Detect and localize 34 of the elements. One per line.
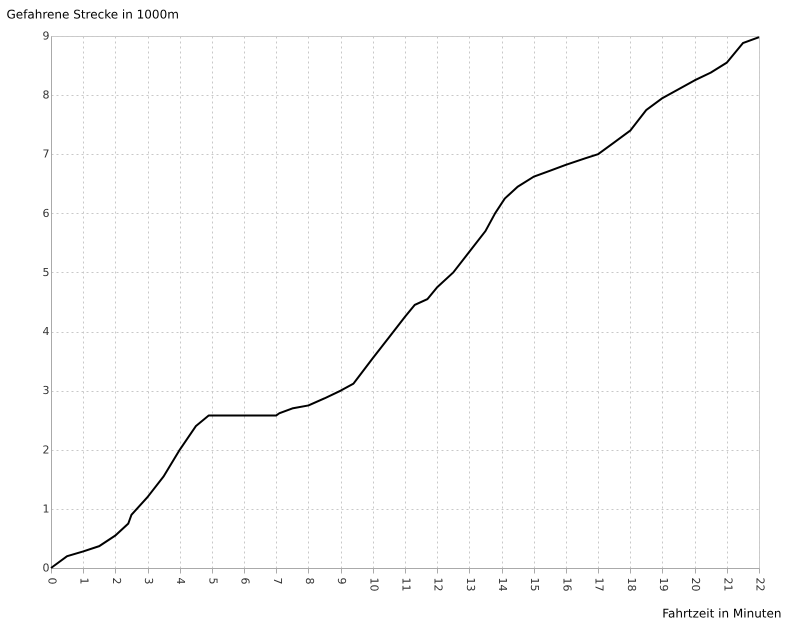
x-tick-label: 22 [754, 578, 766, 592]
x-tick-label: 19 [656, 578, 670, 592]
x-tick-label: 6 [238, 578, 252, 584]
x-tick-label: 17 [592, 578, 606, 592]
y-tick-label: 1 [42, 502, 50, 516]
y-axis-title: Gefahrene Strecke in 1000m [6, 8, 179, 22]
x-tick-label: 9 [335, 578, 348, 584]
x-tick-label: 4 [174, 578, 188, 584]
x-tick-label: 18 [624, 578, 638, 592]
y-tick-label: 4 [42, 325, 50, 338]
x-tick-label: 12 [432, 578, 445, 592]
x-tick-label: 7 [270, 578, 284, 584]
y-tick-label: 0 [42, 562, 50, 574]
x-tick-label: 16 [560, 578, 574, 592]
x-axis-title: Fahrtzeit in Minuten [662, 606, 782, 620]
x-tick-label: 3 [142, 578, 156, 584]
y-tick-label: 6 [42, 206, 50, 220]
x-tick-label: 1 [78, 578, 91, 584]
y-tick-label: 5 [42, 266, 50, 279]
x-tick-label: 15 [528, 578, 542, 592]
x-tick-label: 21 [721, 578, 734, 592]
y-tick-label: 7 [42, 148, 50, 161]
x-tick-label: 11 [400, 578, 412, 592]
x-tick-label: 5 [206, 578, 220, 584]
x-tick-label: 2 [110, 578, 123, 584]
x-tick-label: 13 [464, 578, 477, 592]
x-tick-label: 10 [367, 578, 380, 592]
y-tick-label: 9 [42, 30, 50, 42]
x-tick-label: 20 [689, 578, 702, 592]
y-tick-label: 3 [42, 384, 50, 398]
y-tick-label: 2 [42, 443, 50, 456]
x-tick-label: 14 [496, 578, 510, 592]
x-tick-label: 8 [302, 578, 316, 584]
y-tick-label: 8 [42, 88, 50, 102]
